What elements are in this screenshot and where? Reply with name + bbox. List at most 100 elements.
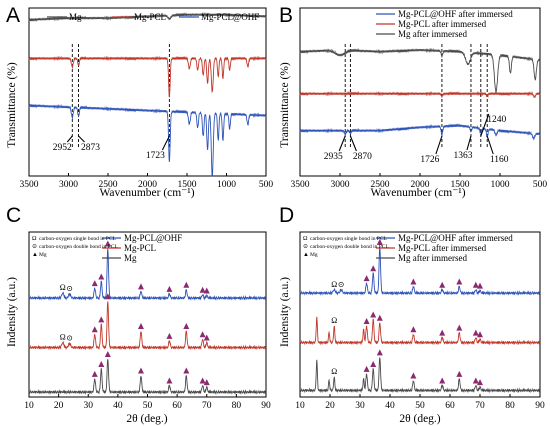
legend-label: Mg-PCL@OHF bbox=[124, 233, 182, 243]
mg-peak-marker bbox=[410, 326, 417, 333]
x-tick-label: 20 bbox=[54, 401, 64, 411]
x-tick-label: 1000 bbox=[491, 180, 510, 190]
mg-peak-marker bbox=[98, 273, 105, 280]
legend-label: Mg-PCL@OHF after immersed bbox=[398, 233, 513, 243]
mg-peak-marker bbox=[137, 283, 144, 290]
symbol-legend-text: carbon-oxygen double bond in PCL bbox=[310, 244, 389, 250]
legend-label: Mg-PCL after immersed bbox=[398, 19, 487, 29]
mg-peak-marker bbox=[370, 311, 377, 318]
mg-peak-marker bbox=[203, 334, 210, 341]
x-tick-label: 2500 bbox=[371, 180, 390, 190]
annotation-label: 2952 bbox=[53, 143, 72, 153]
mg-peak-marker bbox=[98, 316, 105, 323]
legend-label: Mg-PCL after immersed bbox=[398, 243, 487, 253]
mg-peak-marker bbox=[472, 377, 479, 384]
annotation-label: 2935 bbox=[324, 152, 343, 162]
symbol-legend-text: carbon-oxygen single bond in PCL bbox=[310, 236, 388, 242]
x-tick-label: 60 bbox=[172, 401, 182, 411]
ylabel-b: Transmittance (%) bbox=[279, 62, 291, 148]
annotation-label: 1240 bbox=[487, 115, 506, 125]
legend-label: Mg bbox=[69, 12, 82, 22]
x-tick-label: 60 bbox=[445, 401, 455, 411]
mg-peak-marker bbox=[477, 282, 483, 289]
series-line-mg bbox=[28, 11, 267, 23]
pcl-single-bond-marker: Ω bbox=[60, 333, 66, 342]
mg-peak-marker bbox=[98, 360, 105, 367]
mg-peak-marker bbox=[104, 351, 111, 358]
ylabel-d: Indensity (a.u.) bbox=[279, 277, 291, 347]
series-line-mg-pcl-ohf-after-immersed bbox=[299, 247, 541, 296]
x-tick-label: 500 bbox=[259, 180, 274, 190]
mg-peak-marker bbox=[199, 377, 206, 384]
series-line-mg-pcl bbox=[28, 55, 267, 98]
mg-peak-marker bbox=[410, 372, 417, 379]
mg-peak-marker bbox=[91, 370, 98, 377]
x-tick-label: 30 bbox=[84, 401, 94, 411]
annotation-label: 2873 bbox=[81, 143, 100, 153]
annotation-arrow bbox=[349, 135, 357, 152]
mg-peak-marker bbox=[456, 324, 463, 331]
panel-label-b: B bbox=[279, 4, 293, 27]
series-line-mg-after-immersed bbox=[299, 357, 541, 394]
x-tick-label: 3000 bbox=[59, 180, 78, 190]
annotation-label: 1363 bbox=[453, 151, 472, 161]
x-tick-label: 70 bbox=[475, 401, 485, 411]
pcl-double-bond-marker: ⊙ bbox=[66, 284, 73, 293]
x-tick-label: 2500 bbox=[99, 180, 118, 190]
mg-peak-marker bbox=[456, 370, 463, 377]
series-line-mg-after-immersed bbox=[299, 47, 541, 93]
mg-peak-marker bbox=[104, 293, 111, 300]
mg-peak-marker bbox=[370, 360, 377, 367]
x-tick-label: 30 bbox=[355, 401, 365, 411]
series-line-mg bbox=[28, 359, 267, 395]
mg-peak-marker bbox=[166, 285, 173, 292]
x-tick-label: 50 bbox=[415, 401, 425, 411]
annotation-arrow bbox=[486, 135, 494, 155]
xlabel-a: Wavenumber (cm⁻¹) bbox=[99, 187, 194, 199]
xlabel-c: 2θ (deg.) bbox=[126, 413, 167, 425]
symbol-legend-symbol: ⊙ bbox=[32, 244, 37, 250]
mg-peak-marker bbox=[370, 265, 377, 272]
plot-panel-c: 10 20 30 40 50 60 70 80 90Ω ⊙Ω ⊙Mg-PCL@OHFMg-PCLMg… bbox=[24, 231, 271, 411]
legend-label: Mg-PCL bbox=[124, 243, 156, 253]
mg-peak-marker bbox=[376, 314, 383, 321]
mg-peak-marker bbox=[183, 281, 190, 288]
mg-peak-marker bbox=[477, 331, 483, 338]
mg-peak-marker bbox=[199, 286, 206, 293]
symbol-legend-symbol: Ω bbox=[32, 236, 37, 242]
x-tick-label: 90 bbox=[535, 401, 545, 411]
plot-panel-b: 3500 3000 2500 2000 1500 1000 500 Mg-PCL@OHF af… bbox=[291, 7, 548, 190]
plot-frame bbox=[28, 231, 267, 398]
x-tick-label: 10 bbox=[295, 401, 305, 411]
pcl-single-bond-marker: Ω bbox=[331, 367, 337, 376]
panel-label-c: C bbox=[6, 204, 21, 227]
x-tick-label: 80 bbox=[505, 401, 515, 411]
mg-peak-marker bbox=[472, 281, 479, 288]
series-line-mg-pcl-ohf-after-immersed bbox=[299, 122, 541, 141]
symbol-legend-symbol: Ω bbox=[303, 236, 308, 242]
panel-label-d: D bbox=[279, 204, 294, 227]
mg-peak-marker bbox=[183, 323, 190, 329]
mg-peak-marker bbox=[456, 278, 463, 285]
ylabel-a: Transmittance (%) bbox=[6, 62, 18, 148]
symbol-legend-text: carbon-oxygen single bond in PCL bbox=[39, 236, 117, 242]
x-tick-label: 500 bbox=[533, 180, 548, 190]
x-tick-label: 40 bbox=[113, 401, 123, 411]
series-line-mg-pcl-ohf bbox=[28, 103, 267, 177]
legend-label: Mg-PCL@OHF after immersed bbox=[398, 9, 513, 19]
x-tick-label: 90 bbox=[261, 401, 271, 411]
mg-peak-marker bbox=[439, 281, 446, 288]
x-tick-label: 80 bbox=[232, 401, 242, 411]
mg-peak-marker bbox=[91, 280, 98, 287]
x-tick-label: 3500 bbox=[20, 180, 39, 190]
legend-label: Mg-PCL@OHF bbox=[201, 12, 259, 22]
xlabel-b: Wavenumber (cm⁻¹) bbox=[370, 187, 465, 199]
x-tick-label: 1500 bbox=[178, 180, 197, 190]
pcl-double-bond-marker: ⊙ bbox=[338, 280, 345, 289]
annotation-arrow bbox=[78, 135, 85, 143]
pcl-single-bond-marker: Ω bbox=[331, 316, 337, 325]
legend: Mg Mg-PCL Mg-PCL@OHF bbox=[47, 12, 259, 22]
